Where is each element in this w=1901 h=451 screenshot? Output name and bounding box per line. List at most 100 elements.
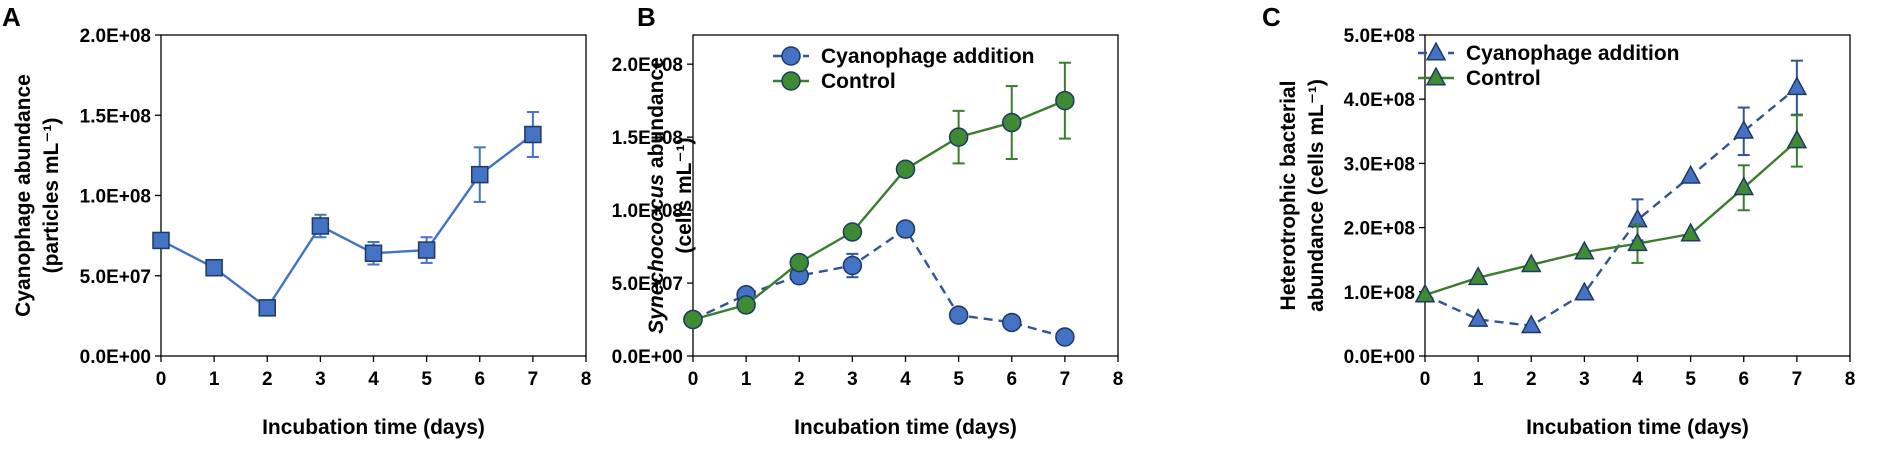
series-line bbox=[1424, 86, 1798, 328]
series-line bbox=[160, 133, 534, 310]
series-control bbox=[1414, 114, 1808, 303]
data-point bbox=[789, 252, 809, 273]
data-point bbox=[1733, 176, 1755, 196]
data-point bbox=[1786, 129, 1808, 149]
data-point bbox=[1002, 112, 1022, 133]
y-tick-label: 2.0E+08 bbox=[612, 55, 683, 76]
x-tick-label: 1 bbox=[741, 369, 752, 390]
data-point bbox=[1467, 266, 1489, 286]
x-tick-label: 5 bbox=[953, 369, 964, 390]
y-tick-label: 0.0E+00 bbox=[80, 347, 151, 368]
series-control bbox=[683, 61, 1075, 330]
y-tick-label: 4.0E+08 bbox=[1344, 90, 1415, 111]
data-point bbox=[895, 219, 916, 239]
x-axis-title: Incubation time (days) bbox=[262, 416, 485, 439]
data-point bbox=[1055, 327, 1075, 347]
y-axis-title: abundance (cells mL⁻¹) bbox=[1305, 79, 1328, 312]
y-tick-label: 1.0E+08 bbox=[612, 201, 683, 222]
series-line bbox=[1424, 140, 1798, 297]
data-point bbox=[842, 222, 863, 242]
x-tick-label: 0 bbox=[688, 369, 699, 390]
chart-panel-b: B 0 1 2 3 4 5 6 7 8 0.0E+00 5.0E+07 1.0E+08 1.5E+08 2.… bbox=[612, 2, 1124, 439]
x-tick-label: 1 bbox=[1473, 369, 1484, 390]
data-point bbox=[1414, 283, 1436, 303]
x-tick-label: 5 bbox=[421, 369, 432, 390]
panel-letter: A bbox=[2, 2, 21, 32]
x-tick-label: 4 bbox=[368, 369, 379, 390]
y-tick-label: 5.0E+07 bbox=[80, 267, 151, 288]
x-tick-label: 1 bbox=[209, 369, 220, 390]
series-cyanophage-abundance bbox=[152, 111, 542, 317]
y-axis-title: (cells mL⁻¹) bbox=[673, 137, 696, 253]
x-tick-label: 2 bbox=[794, 369, 805, 390]
x-tick-label: 6 bbox=[474, 369, 485, 390]
data-point bbox=[842, 255, 863, 276]
data-point bbox=[948, 127, 969, 147]
x-tick-label: 6 bbox=[1738, 369, 1749, 390]
data-point bbox=[1574, 240, 1595, 260]
y-tick-label: 2.0E+08 bbox=[1344, 219, 1415, 240]
legend-label: Cyanophage addition bbox=[821, 45, 1035, 68]
x-tick-label: 3 bbox=[1579, 369, 1590, 390]
data-point bbox=[683, 309, 703, 330]
y-tick-label: 5.0E+07 bbox=[612, 274, 683, 295]
x-axis-title: Incubation time (days) bbox=[1526, 416, 1749, 439]
y-tick-label: 1.5E+08 bbox=[612, 128, 683, 149]
legend-label: Control bbox=[821, 70, 896, 93]
x-tick-label: 7 bbox=[528, 369, 539, 390]
y-axis-title: Cyanophage abundance bbox=[12, 74, 35, 317]
data-point bbox=[152, 231, 170, 250]
data-point bbox=[1002, 312, 1022, 333]
x-tick-label: 2 bbox=[262, 369, 273, 390]
data-point bbox=[417, 241, 436, 259]
x-tick-label: 3 bbox=[315, 369, 326, 390]
y-tick-label: 0.0E+00 bbox=[1344, 347, 1415, 368]
y-tick-label: 1.5E+08 bbox=[80, 106, 151, 127]
y-tick-label: 5.0E+08 bbox=[1344, 26, 1415, 47]
x-tick-label: 6 bbox=[1006, 369, 1017, 390]
x-tick-label: 5 bbox=[1685, 369, 1696, 390]
data-point bbox=[364, 244, 383, 263]
panel-letter: C bbox=[1262, 2, 1281, 32]
data-point bbox=[1786, 76, 1808, 96]
data-point bbox=[1733, 119, 1755, 139]
data-point bbox=[736, 295, 756, 315]
data-point bbox=[895, 159, 916, 179]
data-point bbox=[1467, 307, 1489, 327]
x-tick-label: 0 bbox=[1420, 369, 1431, 390]
x-tick-label: 8 bbox=[1113, 369, 1124, 390]
x-tick-label: 3 bbox=[847, 369, 858, 390]
data-point bbox=[1627, 232, 1648, 252]
x-tick-label: 7 bbox=[1060, 369, 1071, 390]
y-tick-label: 1.0E+08 bbox=[80, 187, 151, 208]
x-tick-label: 4 bbox=[900, 369, 911, 390]
y-tick-label: 3.0E+08 bbox=[1344, 154, 1415, 175]
y-axis-title-rest: abundance bbox=[645, 57, 668, 174]
legend-marker bbox=[781, 46, 801, 66]
x-tick-label: 7 bbox=[1792, 369, 1803, 390]
panel-letter: B bbox=[637, 2, 656, 32]
y-axis-title: Heterotrophic bacterial bbox=[1277, 81, 1300, 311]
y-axis-title: (particles mL⁻¹) bbox=[40, 118, 63, 274]
data-point bbox=[1680, 164, 1701, 184]
data-point bbox=[205, 258, 223, 277]
x-tick-label: 2 bbox=[1526, 369, 1537, 390]
x-tick-label: 4 bbox=[1632, 369, 1643, 390]
chart-panel-a: A 0 1 2 3 4 5 6 7 8 0.0E+00 5.0E+07 1.0E+08 1.5E+08 2.… bbox=[2, 2, 591, 439]
data-point bbox=[1520, 314, 1542, 334]
x-tick-label: 8 bbox=[1845, 369, 1856, 390]
plot-frame bbox=[692, 34, 1119, 357]
data-point bbox=[524, 125, 542, 144]
legend-label: Cyanophage addition bbox=[1466, 42, 1680, 65]
series-cyanophage-addition bbox=[1414, 59, 1808, 334]
data-point bbox=[471, 165, 489, 184]
series-cyanophage-addition bbox=[683, 219, 1075, 347]
chart-panel-c: C 0 1 2 3 4 5 6 7 8 0.0E+00 1.0E+08 2.0E+08 3.0E+08 4.… bbox=[1262, 2, 1855, 439]
data-point bbox=[948, 305, 969, 325]
x-tick-label: 0 bbox=[156, 369, 167, 390]
y-axis-title-italic: Synechococcus bbox=[645, 174, 668, 334]
x-tick-label: 8 bbox=[581, 369, 592, 390]
